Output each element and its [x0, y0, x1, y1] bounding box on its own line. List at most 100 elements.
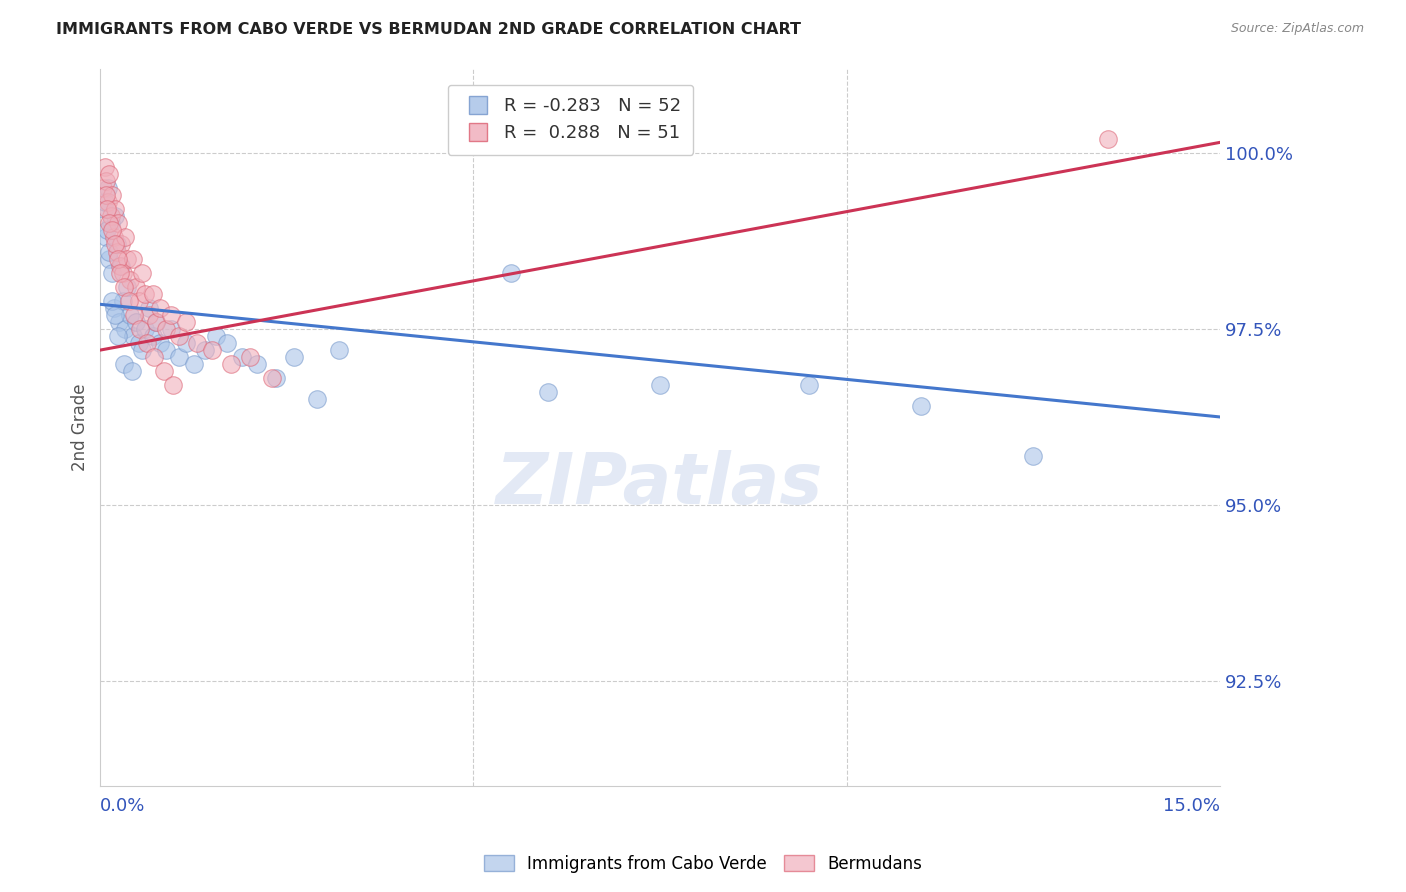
- Point: [118, 293, 141, 308]
- Point: [97, 216, 120, 230]
- Point: [91, 181, 114, 195]
- Text: IMMIGRANTS FROM CABO VERDE VS BERMUDAN 2ND GRADE CORRELATION CHART: IMMIGRANTS FROM CABO VERDE VS BERMUDAN 2…: [56, 22, 801, 37]
- Point: [112, 357, 135, 371]
- Point: [120, 273, 142, 287]
- Point: [648, 378, 671, 392]
- Point: [107, 329, 129, 343]
- Point: [217, 336, 239, 351]
- Point: [97, 195, 120, 210]
- Point: [104, 202, 127, 217]
- Point: [122, 329, 145, 343]
- Point: [1022, 449, 1045, 463]
- Point: [174, 336, 197, 351]
- Point: [96, 174, 118, 188]
- Point: [104, 210, 127, 224]
- Point: [131, 266, 153, 280]
- Point: [152, 364, 174, 378]
- Y-axis label: 2nd Grade: 2nd Grade: [72, 384, 89, 471]
- Point: [219, 357, 242, 371]
- Point: [145, 315, 167, 329]
- Point: [167, 350, 190, 364]
- Point: [143, 350, 166, 364]
- Point: [128, 336, 150, 351]
- Point: [283, 350, 305, 364]
- Point: [111, 293, 134, 308]
- Point: [246, 357, 269, 371]
- Point: [186, 336, 208, 351]
- Point: [183, 357, 205, 371]
- Point: [100, 293, 122, 308]
- Point: [194, 343, 217, 357]
- Point: [142, 329, 165, 343]
- Point: [174, 315, 197, 329]
- Point: [100, 210, 122, 224]
- Point: [131, 343, 153, 357]
- Point: [115, 279, 138, 293]
- Point: [93, 202, 115, 217]
- Point: [108, 259, 131, 273]
- Point: [101, 188, 124, 202]
- Point: [167, 329, 190, 343]
- Legend: Immigrants from Cabo Verde, Bermudans: Immigrants from Cabo Verde, Bermudans: [478, 848, 928, 880]
- Text: 15.0%: 15.0%: [1163, 797, 1220, 815]
- Point: [145, 315, 167, 329]
- Point: [107, 216, 129, 230]
- Point: [96, 223, 118, 237]
- Point: [125, 315, 148, 329]
- Point: [138, 301, 160, 315]
- Point: [121, 364, 143, 378]
- Point: [110, 259, 132, 273]
- Point: [264, 371, 287, 385]
- Point: [96, 230, 118, 244]
- Point: [160, 322, 183, 336]
- Point: [155, 343, 177, 357]
- Point: [97, 244, 120, 259]
- Point: [111, 266, 134, 280]
- Point: [537, 385, 560, 400]
- Point: [115, 252, 138, 266]
- Point: [128, 293, 150, 308]
- Point: [149, 301, 172, 315]
- Point: [138, 308, 160, 322]
- Point: [155, 322, 177, 336]
- Point: [1097, 132, 1119, 146]
- Point: [103, 230, 125, 244]
- Point: [110, 237, 132, 252]
- Point: [122, 252, 145, 266]
- Point: [100, 223, 122, 237]
- Point: [107, 252, 129, 266]
- Point: [160, 308, 183, 322]
- Text: 0.0%: 0.0%: [100, 797, 146, 815]
- Point: [205, 329, 228, 343]
- Point: [97, 181, 120, 195]
- Point: [142, 286, 165, 301]
- Point: [162, 378, 184, 392]
- Point: [101, 266, 124, 280]
- Point: [201, 343, 224, 357]
- Point: [105, 237, 128, 252]
- Point: [134, 286, 156, 301]
- Point: [799, 378, 821, 392]
- Point: [129, 322, 152, 336]
- Point: [98, 167, 121, 181]
- Point: [305, 392, 328, 407]
- Point: [120, 308, 142, 322]
- Point: [149, 336, 172, 351]
- Point: [103, 301, 125, 315]
- Point: [910, 400, 932, 414]
- Text: Source: ZipAtlas.com: Source: ZipAtlas.com: [1230, 22, 1364, 36]
- Point: [114, 322, 136, 336]
- Point: [98, 252, 121, 266]
- Point: [94, 195, 117, 210]
- Text: ZIPatlas: ZIPatlas: [496, 450, 824, 519]
- Point: [100, 216, 122, 230]
- Point: [260, 371, 283, 385]
- Point: [96, 202, 118, 217]
- Point: [135, 336, 157, 351]
- Point: [110, 266, 132, 280]
- Point: [108, 315, 131, 329]
- Point: [239, 350, 262, 364]
- Point: [122, 308, 145, 322]
- Point: [103, 308, 125, 322]
- Point: [231, 350, 253, 364]
